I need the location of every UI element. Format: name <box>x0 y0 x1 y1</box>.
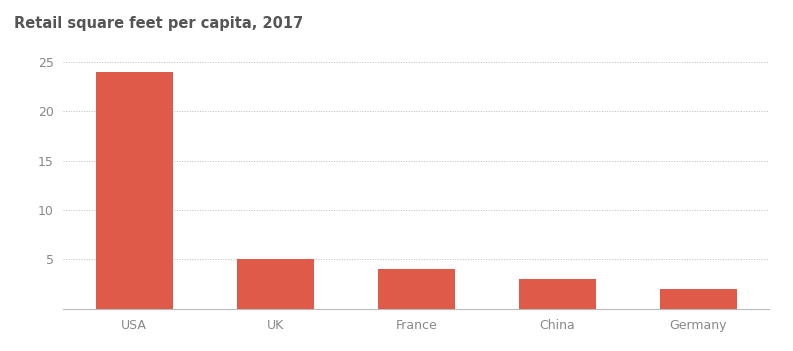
Bar <box>377 269 455 309</box>
Text: Retail square feet per capita, 2017: Retail square feet per capita, 2017 <box>14 16 303 31</box>
Bar <box>95 72 173 309</box>
Bar <box>519 279 596 309</box>
Bar <box>660 289 737 309</box>
Bar <box>236 259 314 309</box>
